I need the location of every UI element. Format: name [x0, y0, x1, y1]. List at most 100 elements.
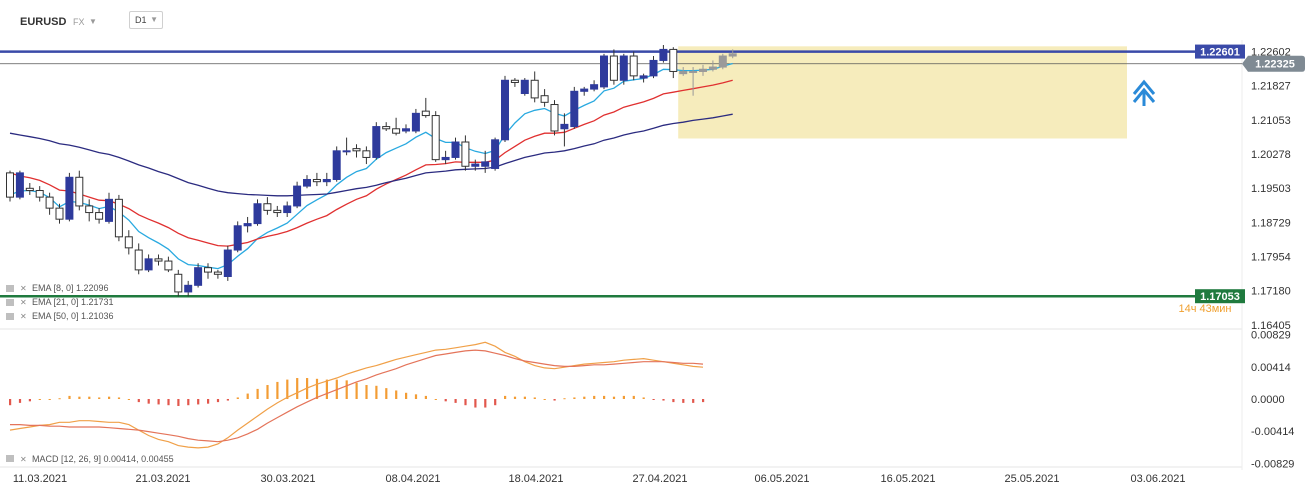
candle[interactable]	[6, 172, 14, 198]
macd-tick-label: 0.0000	[1251, 394, 1285, 406]
candle[interactable]	[520, 79, 529, 95]
candle[interactable]	[629, 55, 638, 77]
candle[interactable]	[550, 104, 559, 132]
candle[interactable]	[174, 273, 183, 293]
macd-histogram-bar	[256, 388, 259, 399]
candle[interactable]	[312, 178, 321, 183]
candle[interactable]	[322, 178, 331, 183]
candle[interactable]	[421, 110, 430, 117]
candle[interactable]	[639, 75, 648, 79]
candle[interactable]	[283, 205, 292, 214]
macd-histogram-bar	[484, 399, 487, 408]
macd-histogram-bar	[276, 381, 279, 399]
current-price-tag-label: 1.22325	[1255, 59, 1295, 71]
candle[interactable]	[352, 148, 361, 152]
candle[interactable]	[233, 225, 242, 251]
candle[interactable]	[431, 115, 440, 161]
candle[interactable]	[154, 258, 163, 262]
macd-histogram-bar	[325, 379, 328, 399]
candle[interactable]	[649, 59, 658, 77]
x-tick-label: 18.04.2021	[508, 473, 563, 485]
candle[interactable]	[471, 163, 480, 167]
candle[interactable]	[570, 90, 579, 128]
candle[interactable]	[540, 95, 549, 103]
candle[interactable]	[451, 141, 460, 158]
candle[interactable]	[600, 55, 608, 88]
candle[interactable]	[501, 79, 509, 141]
macd-histogram-bar	[286, 379, 289, 399]
candle[interactable]	[481, 161, 490, 167]
candle[interactable]	[164, 260, 173, 271]
candle[interactable]	[491, 139, 500, 169]
timeframe-select[interactable]: D1 ▼	[129, 11, 163, 29]
macd-histogram-bar	[523, 396, 526, 399]
candle[interactable]	[15, 172, 24, 198]
candle[interactable]	[372, 126, 381, 158]
candle[interactable]	[194, 267, 203, 286]
indicator-settings-icon[interactable]	[6, 299, 14, 306]
candle[interactable]	[342, 150, 351, 153]
symbol-label[interactable]: EURUSD	[20, 16, 67, 28]
macd-histogram-bar	[603, 395, 606, 399]
market-chevron-down-icon[interactable]: ▼	[89, 17, 97, 26]
macd-histogram-bar	[444, 399, 447, 402]
market-label[interactable]: FX	[73, 17, 85, 27]
candle[interactable]	[530, 79, 539, 99]
candle[interactable]	[25, 187, 34, 192]
macd-histogram-bar	[197, 399, 200, 405]
candle[interactable]	[75, 176, 84, 207]
candle[interactable]	[461, 141, 470, 167]
candle[interactable]	[65, 176, 74, 220]
candle[interactable]	[402, 128, 410, 132]
candle[interactable]	[85, 205, 94, 214]
macd-histogram-bar	[494, 399, 497, 406]
candle[interactable]	[35, 190, 44, 198]
candle[interactable]	[273, 209, 282, 214]
macd-settings-icon[interactable]	[6, 455, 14, 462]
candle[interactable]	[392, 128, 401, 134]
candle[interactable]	[55, 207, 64, 220]
forecast-zone	[678, 46, 1127, 139]
candle[interactable]	[560, 123, 569, 130]
candle[interactable]	[124, 236, 133, 249]
macd-histogram-bar	[593, 395, 596, 399]
indicator-settings-icon[interactable]	[6, 313, 14, 320]
candle[interactable]	[293, 185, 302, 207]
timeframe-chevron-down-icon: ▼	[150, 15, 158, 24]
candle[interactable]	[619, 55, 628, 81]
candle[interactable]	[223, 249, 232, 277]
bar-countdown: 14ч 43мин	[1178, 303, 1231, 315]
candle[interactable]	[303, 178, 311, 187]
candle[interactable]	[590, 84, 599, 90]
macd-tick-label: -0.00829	[1251, 458, 1294, 470]
candle[interactable]	[411, 112, 420, 132]
candle[interactable]	[332, 150, 341, 180]
x-tick-label: 06.05.2021	[754, 473, 809, 485]
candle[interactable]	[580, 88, 589, 92]
candle[interactable]	[204, 267, 212, 273]
macd-histogram-bar	[127, 399, 130, 400]
candle[interactable]	[382, 126, 391, 130]
candle[interactable]	[441, 156, 450, 161]
candle[interactable]	[213, 271, 222, 275]
candle[interactable]	[609, 55, 618, 81]
candle[interactable]	[45, 196, 54, 209]
macd-histogram-bar	[474, 399, 477, 408]
candle[interactable]	[362, 150, 371, 158]
candle[interactable]	[134, 249, 143, 271]
candle[interactable]	[659, 48, 668, 61]
candle[interactable]	[144, 258, 153, 271]
macd-histogram-bar	[117, 397, 121, 399]
candle[interactable]	[114, 198, 123, 238]
candle[interactable]	[105, 198, 113, 222]
candle[interactable]	[184, 284, 193, 293]
candle[interactable]	[669, 48, 678, 72]
macd-histogram-bar	[543, 399, 546, 400]
candle[interactable]	[263, 203, 272, 211]
candle[interactable]	[95, 212, 104, 220]
candle[interactable]	[510, 79, 519, 83]
indicator-settings-icon[interactable]	[6, 285, 14, 292]
candle[interactable]	[253, 203, 262, 225]
candle[interactable]	[243, 223, 252, 227]
